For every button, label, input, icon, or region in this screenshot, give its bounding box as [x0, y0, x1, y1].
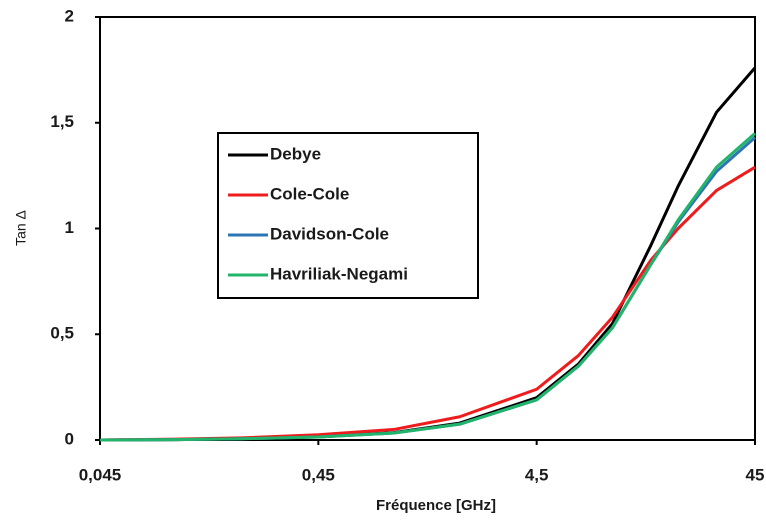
legend-label: Havriliak-Negami [270, 264, 408, 283]
y-axis-label: Tan Δ [13, 210, 29, 246]
x-tick-label: 45 [746, 465, 765, 484]
y-tick-label: 2 [65, 6, 74, 25]
y-tick-label: 0,5 [50, 324, 74, 343]
legend [217, 132, 479, 299]
y-tick-label: 0 [65, 429, 74, 448]
legend-label: Debye [270, 144, 321, 163]
legend-label: Davidson-Cole [270, 224, 389, 243]
y-tick-label: 1,5 [50, 112, 74, 131]
x-tick-label: 4,5 [525, 465, 549, 484]
series-line [99, 132, 756, 442]
x-axis-label: Fréquence [GHz] [376, 497, 496, 514]
x-tick-label: 0,045 [79, 465, 122, 484]
legend-label: Cole-Cole [270, 184, 349, 203]
y-tick-label: 1 [65, 218, 74, 237]
x-tick-label: 0,45 [302, 465, 335, 484]
